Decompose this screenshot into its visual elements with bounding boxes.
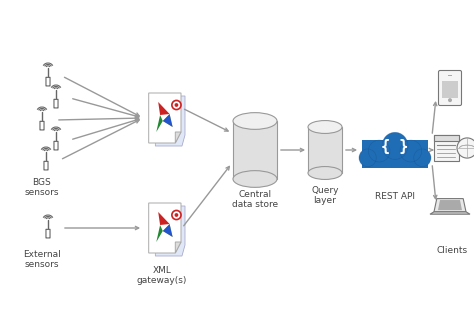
Ellipse shape xyxy=(47,229,49,230)
Ellipse shape xyxy=(233,171,277,187)
Ellipse shape xyxy=(55,99,57,100)
Polygon shape xyxy=(158,102,170,115)
Polygon shape xyxy=(163,114,173,127)
Ellipse shape xyxy=(308,121,342,134)
Ellipse shape xyxy=(359,149,376,167)
Polygon shape xyxy=(430,212,470,214)
Bar xyxy=(434,135,459,141)
Circle shape xyxy=(448,98,452,102)
Ellipse shape xyxy=(393,151,411,168)
Ellipse shape xyxy=(308,167,342,179)
Polygon shape xyxy=(175,132,181,143)
FancyBboxPatch shape xyxy=(46,77,50,86)
Ellipse shape xyxy=(379,151,396,168)
FancyBboxPatch shape xyxy=(40,121,44,130)
Ellipse shape xyxy=(400,140,422,162)
Polygon shape xyxy=(175,242,181,253)
Circle shape xyxy=(172,211,181,219)
Text: XML
gateway(s): XML gateway(s) xyxy=(137,266,187,285)
Polygon shape xyxy=(149,93,181,143)
Polygon shape xyxy=(155,96,185,146)
Text: BGS
sensors: BGS sensors xyxy=(25,178,59,197)
Polygon shape xyxy=(163,114,173,127)
Circle shape xyxy=(174,103,178,107)
Polygon shape xyxy=(156,115,163,132)
Ellipse shape xyxy=(414,149,431,167)
Text: Clients: Clients xyxy=(437,246,467,255)
Polygon shape xyxy=(163,224,173,237)
Polygon shape xyxy=(155,206,185,256)
Ellipse shape xyxy=(47,77,49,78)
Bar xyxy=(233,121,277,179)
Bar xyxy=(362,140,428,168)
Ellipse shape xyxy=(233,113,277,129)
Polygon shape xyxy=(149,203,181,253)
FancyBboxPatch shape xyxy=(54,99,58,108)
Bar xyxy=(434,135,459,161)
Circle shape xyxy=(457,138,474,158)
Ellipse shape xyxy=(368,140,390,162)
Polygon shape xyxy=(163,224,173,237)
Text: { }: { } xyxy=(381,139,409,154)
Polygon shape xyxy=(434,199,466,212)
Polygon shape xyxy=(156,225,163,242)
Polygon shape xyxy=(438,200,462,210)
FancyBboxPatch shape xyxy=(46,229,50,238)
Ellipse shape xyxy=(55,141,57,142)
Bar xyxy=(308,127,342,173)
Polygon shape xyxy=(158,212,170,225)
Text: Query
layer: Query layer xyxy=(311,186,339,205)
Circle shape xyxy=(174,213,178,217)
Ellipse shape xyxy=(41,121,43,122)
FancyBboxPatch shape xyxy=(54,141,58,150)
FancyBboxPatch shape xyxy=(44,161,48,170)
Text: External
sensors: External sensors xyxy=(23,250,61,269)
Text: REST API: REST API xyxy=(375,192,415,201)
Text: Central
data store: Central data store xyxy=(232,190,278,209)
Ellipse shape xyxy=(382,132,408,159)
FancyBboxPatch shape xyxy=(438,71,462,106)
Circle shape xyxy=(172,100,181,110)
Bar xyxy=(447,74,452,76)
Bar xyxy=(442,81,457,98)
